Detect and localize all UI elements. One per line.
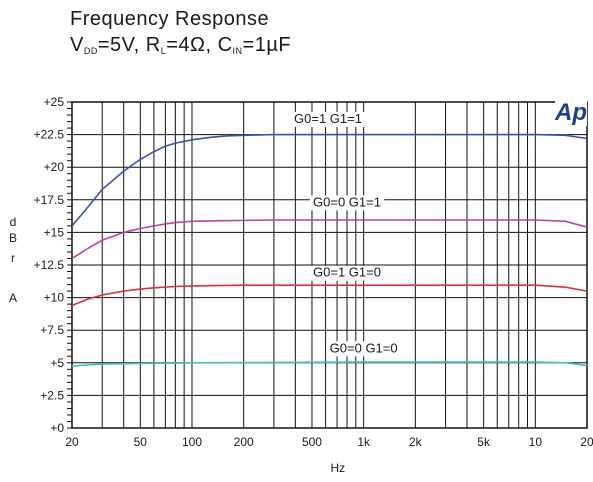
x-tick-label: 10	[529, 435, 543, 449]
y-axis-label-letter: A	[9, 291, 17, 305]
y-tick-label: +2.5	[40, 388, 64, 402]
y-tick-label: +25	[44, 95, 65, 109]
series-line	[71, 219, 588, 260]
cin-value: =1µF	[242, 34, 292, 56]
series-label-bg	[290, 111, 366, 127]
y-tick-label: +20	[44, 160, 65, 174]
y-tick-label: +5	[50, 356, 64, 370]
series-label: G0=1 G1=0	[313, 265, 381, 280]
series-label: G0=0 G1=1	[313, 194, 381, 209]
ap-logo: Ap	[554, 99, 587, 126]
series-label-bg	[309, 265, 385, 281]
series-label: G0=1 G1=1	[294, 111, 362, 126]
y-axis-label-letter: d	[10, 215, 17, 229]
x-axis-label: Hz	[330, 461, 345, 475]
series-line	[71, 284, 588, 307]
x-tick-label: 50	[134, 435, 148, 449]
chart-subtitle: VDD=5V, RL=4Ω, CIN=1µF	[70, 34, 291, 57]
plot-frame	[71, 101, 588, 429]
x-tick-label: 20	[65, 435, 79, 449]
logo-bg	[555, 96, 587, 126]
series-label: G0=0 G1=0	[330, 340, 398, 355]
y-tick-label: +0	[50, 421, 64, 435]
series-label-bg	[326, 341, 401, 357]
rl-subscript: L	[160, 46, 167, 56]
y-tick-label: +10	[44, 291, 65, 305]
vdd-subscript: DD	[83, 46, 98, 56]
series-line	[71, 361, 588, 367]
x-tick-label: 5k	[477, 435, 491, 449]
series-line	[71, 133, 588, 227]
chart-title: Frequency Response	[70, 8, 270, 30]
y-axis-label-letter: B	[9, 231, 17, 245]
rl-value: =4Ω, C	[166, 34, 233, 56]
vdd-value: =5V, R	[97, 34, 161, 56]
y-tick-label: +15	[44, 225, 65, 239]
x-tick-label: 100	[182, 435, 202, 449]
y-tick-label: +7.5	[40, 323, 64, 337]
vdd-label: V	[70, 34, 84, 56]
x-tick-label: 2k	[409, 435, 423, 449]
x-tick-label: 500	[302, 435, 322, 449]
y-tick-label: +17.5	[34, 193, 65, 207]
x-tick-label: 1k	[357, 435, 371, 449]
cin-subscript: IN	[232, 46, 243, 56]
y-tick-label: +22.5	[34, 128, 65, 142]
x-tick-label: 20	[580, 435, 593, 449]
y-tick-label: +12.5	[34, 258, 65, 272]
series-label-bg	[309, 195, 385, 211]
x-tick-label: 200	[234, 435, 254, 449]
y-axis-label-letter: r	[11, 251, 15, 265]
